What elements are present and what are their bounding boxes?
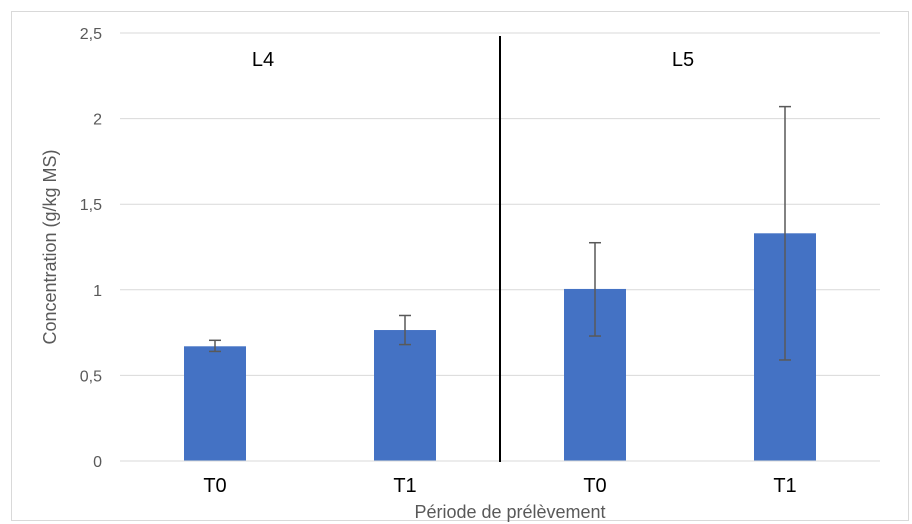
x-tick-label: T0 xyxy=(203,475,226,497)
bar xyxy=(184,346,246,461)
x-axis-label: Période de prélèvement xyxy=(414,502,605,522)
bar xyxy=(374,330,436,461)
group-labels: L4 L5 xyxy=(252,49,694,71)
x-tick-label: T1 xyxy=(773,475,796,497)
group-label: L5 xyxy=(672,49,694,71)
y-tick-label: 1,5 xyxy=(80,197,102,214)
y-tick-labels: 0 0,5 1 1,5 2 2,5 xyxy=(80,26,102,471)
x-tick-labels: T0 T1 T0 T1 xyxy=(203,475,796,497)
y-tick-label: 2,5 xyxy=(80,26,102,43)
error-bars xyxy=(209,105,791,361)
y-axis-label: Concentration (g/kg MS) xyxy=(40,149,60,344)
y-tick-label: 0,5 xyxy=(80,368,102,385)
x-tick-label: T1 xyxy=(393,475,416,497)
y-tick-label: 0 xyxy=(93,454,102,471)
chart-frame xyxy=(11,11,909,521)
y-tick-label: 1 xyxy=(93,283,102,300)
y-tick-label: 2 xyxy=(93,112,102,129)
x-tick-label: T0 xyxy=(583,475,606,497)
group-label: L4 xyxy=(252,49,274,71)
